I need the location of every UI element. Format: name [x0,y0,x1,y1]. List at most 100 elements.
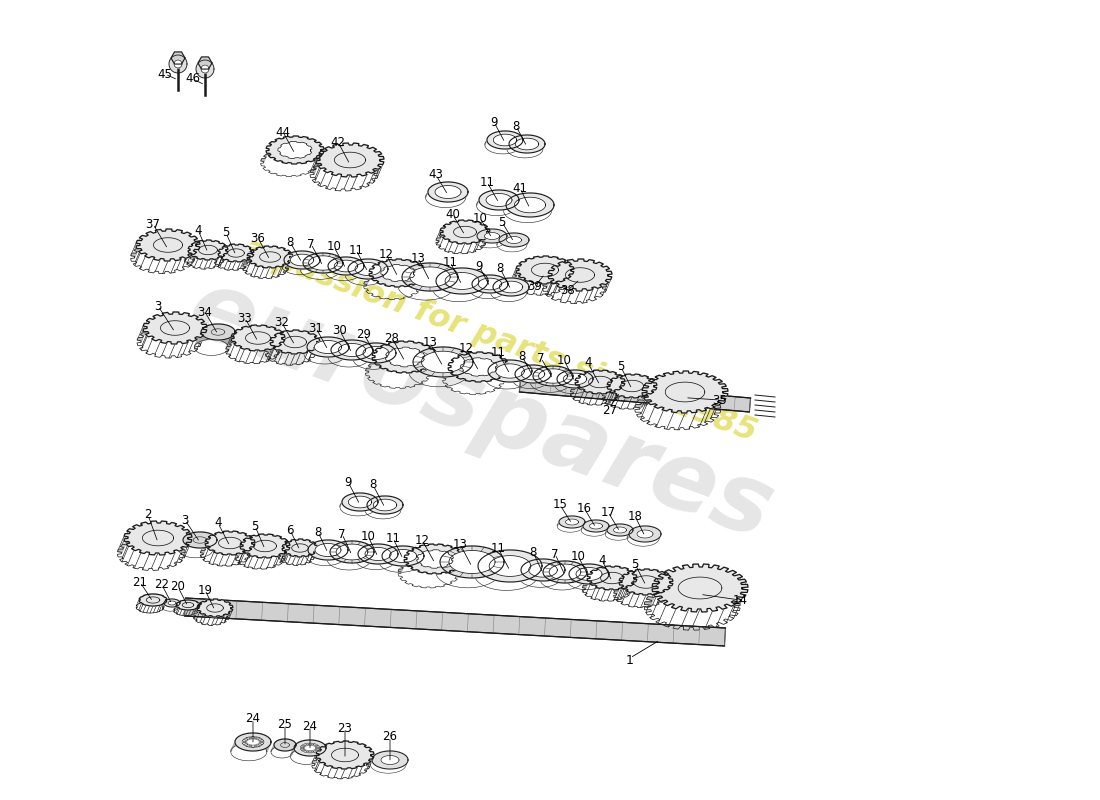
Polygon shape [478,190,519,210]
Text: 16: 16 [576,502,592,514]
Text: 7: 7 [551,547,559,561]
Polygon shape [254,737,257,738]
Polygon shape [381,755,399,765]
Polygon shape [185,240,228,259]
Polygon shape [478,550,542,582]
Polygon shape [398,263,458,286]
Text: 4: 4 [214,517,222,530]
Polygon shape [169,55,187,73]
Polygon shape [353,343,396,359]
Text: 12: 12 [415,534,429,546]
Polygon shape [139,594,167,606]
Polygon shape [635,371,728,409]
Polygon shape [642,371,728,413]
Text: 31: 31 [309,322,323,334]
Text: 5: 5 [631,558,639,570]
Polygon shape [529,563,558,577]
Polygon shape [118,521,192,554]
Text: 5: 5 [498,215,506,229]
Polygon shape [371,751,408,764]
Text: 25: 25 [277,718,293,731]
Polygon shape [136,229,200,261]
Polygon shape [607,524,632,536]
Polygon shape [372,341,438,373]
Text: 6: 6 [286,523,294,537]
Polygon shape [185,598,726,646]
Polygon shape [436,220,490,242]
Polygon shape [575,370,625,394]
Polygon shape [389,550,417,562]
Polygon shape [587,566,637,590]
Polygon shape [244,738,248,740]
Polygon shape [385,347,425,367]
Polygon shape [248,246,293,268]
Polygon shape [513,365,551,380]
Polygon shape [590,523,603,529]
Polygon shape [174,600,200,610]
Polygon shape [176,600,200,610]
Text: 12: 12 [459,342,473,354]
Polygon shape [449,550,495,574]
Polygon shape [330,541,374,563]
Polygon shape [530,366,573,382]
Polygon shape [652,564,748,612]
Polygon shape [328,340,373,357]
Polygon shape [328,257,364,275]
Polygon shape [563,373,586,385]
Text: 10: 10 [571,550,585,562]
Polygon shape [476,190,519,206]
Polygon shape [162,599,180,607]
Text: 11: 11 [491,542,506,554]
Polygon shape [558,516,585,526]
Text: 9: 9 [475,259,483,273]
Polygon shape [258,744,262,746]
Polygon shape [478,278,502,290]
Polygon shape [311,751,313,752]
Polygon shape [614,569,673,594]
Polygon shape [614,527,627,533]
Polygon shape [637,530,653,538]
Polygon shape [194,599,233,616]
Text: 9: 9 [344,475,352,489]
Polygon shape [448,352,510,382]
Polygon shape [506,193,554,217]
Polygon shape [557,370,593,388]
Polygon shape [583,520,609,532]
Polygon shape [249,746,252,747]
Polygon shape [365,547,390,561]
Polygon shape [195,324,235,347]
Text: 8: 8 [518,350,526,362]
Text: 23: 23 [338,722,352,734]
Polygon shape [382,546,424,566]
Polygon shape [231,733,271,752]
Polygon shape [197,599,233,617]
Polygon shape [576,567,602,581]
Polygon shape [534,366,573,386]
Polygon shape [342,493,378,511]
Polygon shape [515,138,539,150]
Polygon shape [491,278,529,293]
Polygon shape [440,546,504,578]
Polygon shape [487,131,522,149]
Polygon shape [164,599,180,607]
Polygon shape [235,534,290,557]
Text: 10: 10 [557,354,571,366]
Text: 41: 41 [513,182,528,194]
Polygon shape [235,733,271,751]
Polygon shape [196,60,214,78]
Polygon shape [627,526,661,538]
Text: 14: 14 [733,594,748,606]
Text: 4: 4 [598,554,606,566]
Polygon shape [607,374,657,398]
Polygon shape [402,263,458,291]
Polygon shape [421,351,464,373]
Text: 17: 17 [601,506,616,518]
Text: 11: 11 [349,243,363,257]
Polygon shape [168,601,176,605]
Polygon shape [496,364,525,378]
Text: 10: 10 [473,211,487,225]
Text: 42: 42 [330,135,345,149]
Text: 10: 10 [327,241,341,254]
Polygon shape [274,739,296,751]
Polygon shape [446,273,478,290]
